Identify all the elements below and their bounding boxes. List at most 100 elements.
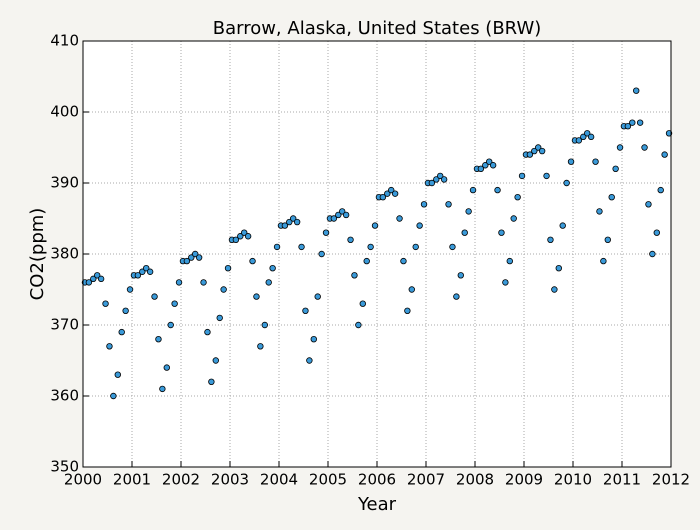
x-axis-label: Year [357,494,397,515]
data-point [310,336,317,343]
x-tick-label: 2008 [456,471,494,489]
data-point [244,233,252,240]
data-point [535,144,542,151]
data-point [171,300,178,307]
data-point [94,272,101,279]
x-tick-label: 2002 [162,471,200,489]
data-point [420,201,428,208]
data-point [192,250,199,258]
data-point [629,119,636,126]
data-point [412,243,419,251]
x-tick-label: 2006 [358,471,396,489]
data-point [261,321,268,329]
data-point [649,250,656,258]
data-point [216,314,223,322]
data-point [200,279,207,286]
data-point [502,279,509,286]
data-point [151,293,158,300]
data-point [449,243,456,251]
data-point [241,229,248,236]
data-point [318,250,325,258]
y-axis-label: CO2(ppm) [27,208,48,301]
data-point [224,265,232,272]
data-point [567,158,575,165]
data-point [126,286,134,293]
y-tick-label: 350 [50,458,79,476]
data-point [134,272,142,279]
data-point [633,87,640,94]
data-point [139,268,146,275]
data-point [195,254,203,261]
data-point [555,265,562,272]
data-point [477,165,485,172]
data-point [146,268,154,275]
data-point [220,286,227,293]
data-point [580,133,587,141]
data-point [114,371,121,378]
data-point [175,279,183,286]
data-point [388,186,395,194]
x-tick-label: 2004 [260,471,298,489]
x-tick-label: 2010 [554,471,592,489]
data-point [636,119,644,126]
data-point [531,147,538,155]
data-point [440,176,448,183]
data-point [624,122,632,130]
y-tick-label: 370 [50,316,79,334]
x-tick-label: 2005 [309,471,347,489]
data-point [314,293,321,300]
data-point [486,158,493,165]
data-point [122,307,129,314]
data-point [482,162,489,169]
data-point [433,176,440,183]
data-point [208,378,215,385]
data-point [330,215,338,222]
data-point [563,179,570,187]
data-point [143,265,150,272]
data-point [257,343,264,350]
data-point [584,130,591,137]
data-point [494,186,501,194]
data-point [298,243,305,251]
data-point [657,186,664,194]
data-point [596,208,603,215]
data-point [90,275,97,283]
x-tick-label: 2009 [505,471,543,489]
data-point [249,257,256,265]
data-point [665,130,673,137]
data-point [437,172,444,180]
data-point [400,257,407,265]
data-point [290,215,297,222]
data-point [408,286,415,293]
x-tick-label: 2007 [407,471,445,489]
data-point [286,218,293,226]
data-point [510,215,517,222]
data-point [281,222,289,229]
data-point [416,222,423,229]
data-point [457,272,464,279]
data-point [347,236,354,243]
data-point [559,222,566,229]
data-point [232,236,240,243]
data-point [379,193,387,201]
data-point [526,151,534,158]
data-point [604,236,611,243]
data-point [167,321,174,329]
data-point [302,307,309,314]
data-point [237,233,244,240]
data-point [661,151,668,158]
data-point [498,229,505,236]
data-point [163,364,170,371]
data-point [335,211,342,219]
data-point [293,218,301,226]
data-point [612,165,619,172]
data-point [489,162,497,169]
data-point [159,385,166,393]
data-point [641,144,648,151]
data-point [339,208,346,215]
data-point [653,229,660,236]
x-tick-label: 2001 [113,471,151,489]
data-point [453,293,460,300]
